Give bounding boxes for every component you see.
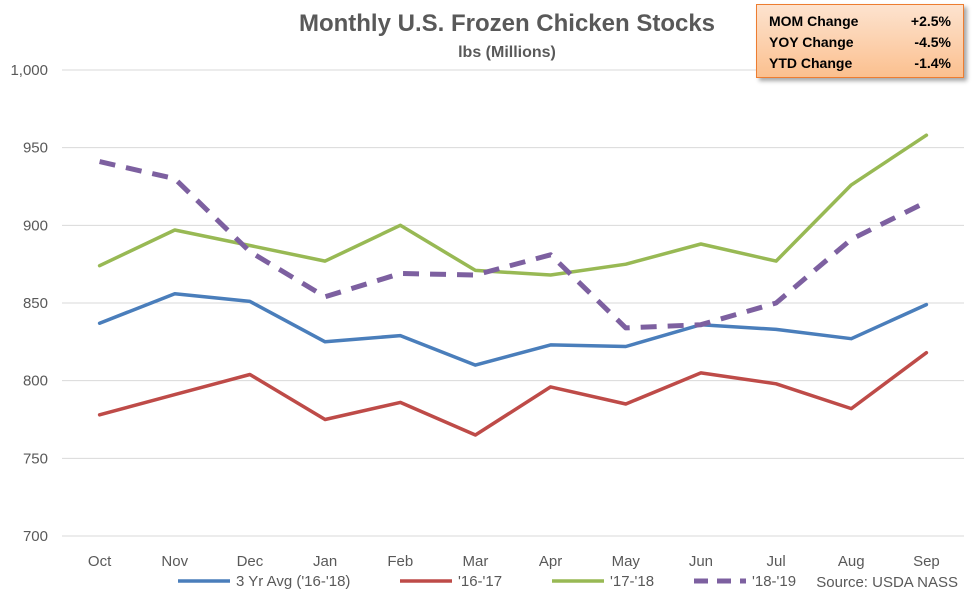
- x-tick-label: Aug: [838, 553, 865, 570]
- series-line: [97, 350, 929, 437]
- stat-row-ytd: YTD Change -1.4%: [769, 53, 951, 74]
- x-tick-label: Apr: [539, 553, 562, 570]
- x-tick-label: Dec: [237, 553, 264, 570]
- x-axis-ticks: Oct Nov Dec Jan Feb Mar Apr May Jun Jul Aug Sep: [88, 553, 940, 570]
- x-tick-label: Jan: [313, 553, 337, 570]
- stat-label: MOM Change: [769, 13, 859, 29]
- stat-label: YOY Change: [769, 34, 854, 50]
- stat-row-yoy: YOY Change -4.5%: [769, 32, 951, 53]
- series-line: [97, 133, 929, 277]
- x-tick-label: Nov: [161, 553, 188, 570]
- x-tick-label: Jul: [766, 553, 785, 570]
- legend-label: '17-'18: [610, 573, 654, 590]
- stat-label: YTD Change: [769, 55, 853, 71]
- legend: 3 Yr Avg ('16-'18) '16-'17 '17-'18 '18-'19: [178, 573, 796, 590]
- chart-title: Monthly U.S. Frozen Chicken Stocks: [299, 10, 715, 37]
- series-line: [97, 291, 929, 367]
- source-label: Source: USDA NASS: [816, 574, 958, 591]
- x-tick-label: Sep: [913, 553, 940, 570]
- stat-value: +2.5%: [910, 13, 951, 29]
- gridlines: [62, 69, 964, 537]
- stat-value: -1.4%: [914, 55, 951, 71]
- y-tick-label: 1,000: [10, 62, 48, 79]
- y-tick-label: 900: [23, 217, 48, 234]
- y-axis-ticks: 700 750 800 850 900 950 1,000: [10, 62, 48, 545]
- x-tick-label: Jun: [689, 553, 713, 570]
- x-tick-label: Mar: [462, 553, 488, 570]
- y-tick-label: 950: [23, 140, 48, 157]
- chart-subtitle: lbs (Millions): [458, 44, 556, 61]
- series-line: [99, 159, 928, 331]
- y-tick-label: 850: [23, 295, 48, 312]
- stat-row-mom: MOM Change +2.5%: [769, 11, 951, 32]
- legend-label: '16-'17: [458, 573, 502, 590]
- stat-value: -4.5%: [914, 34, 951, 50]
- y-tick-label: 800: [23, 373, 48, 390]
- change-summary-box: MOM Change +2.5% YOY Change -4.5% YTD Ch…: [756, 4, 964, 78]
- x-tick-label: Oct: [88, 553, 112, 570]
- y-tick-label: 700: [23, 528, 48, 545]
- series-lines: [97, 133, 929, 437]
- x-tick-label: May: [612, 553, 641, 570]
- legend-label: '18-'19: [752, 573, 796, 590]
- y-tick-label: 750: [23, 450, 48, 467]
- legend-label: 3 Yr Avg ('16-'18): [236, 573, 350, 590]
- x-tick-label: Feb: [387, 553, 413, 570]
